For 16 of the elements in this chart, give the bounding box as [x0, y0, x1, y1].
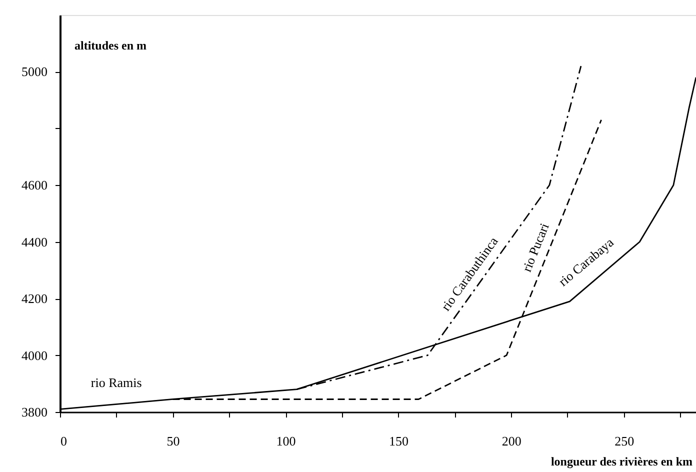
x-tick-label: 150 [389, 434, 409, 448]
text: rio Pucari [518, 220, 552, 274]
y-tick-label: 4200 [22, 291, 48, 306]
y-axis-title: altitudes en m [74, 38, 147, 52]
x-tick-label: 200 [502, 434, 522, 448]
y-tick-label: 4600 [22, 178, 48, 193]
x-tick-label: 50 [166, 434, 180, 448]
x-tick-label: 100 [276, 434, 296, 448]
series-label: rio Ramis [90, 375, 142, 390]
x-axis-title: longueur des rivières en km [550, 454, 692, 468]
y-tick-label: 3800 [22, 404, 48, 420]
x-tick-label: 0 [60, 434, 67, 448]
y-tick-label: 4000 [22, 348, 48, 363]
y-tick-label: 5000 [22, 64, 48, 80]
x-tick-label: 250 [614, 434, 634, 448]
y-tick-label: 4400 [22, 234, 48, 250]
